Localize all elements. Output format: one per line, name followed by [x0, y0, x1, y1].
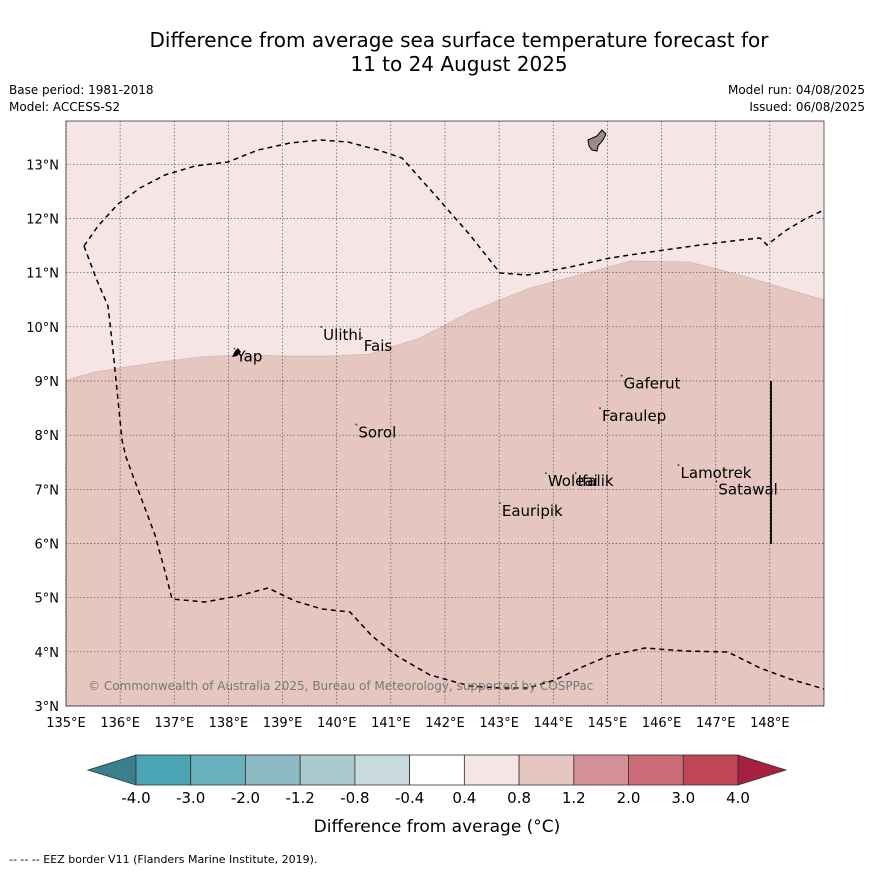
colorbar-bin	[354, 754, 411, 786]
island-marker	[677, 464, 680, 466]
lat-tick-label: 5°N	[35, 592, 60, 607]
colorbar-label: 1.2	[562, 789, 586, 807]
colorbar-extend-high	[737, 754, 788, 786]
lat-tick-label: 3°N	[35, 700, 60, 715]
island-marker	[544, 472, 547, 475]
colorbar-label: 0.4	[452, 789, 476, 807]
meta-right: Model run: 04/08/2025 Issued: 06/08/2025	[728, 82, 865, 116]
lat-tick-label: 4°N	[35, 646, 60, 661]
island-marker	[355, 423, 358, 426]
island-marker	[233, 347, 236, 350]
colorbar-label: 0.8	[507, 789, 531, 807]
colorbar-bin	[628, 754, 684, 786]
place-label-gaferut: Gaferut	[624, 375, 681, 393]
lat-tick-label: 11°N	[26, 267, 59, 282]
island-marker	[715, 480, 718, 483]
place-label-woleai: Woleai	[548, 472, 598, 490]
lat-tick-label: 10°N	[26, 321, 59, 336]
colorbar-bin	[190, 754, 246, 786]
place-label-yap: Yap	[236, 348, 263, 366]
colorbar-bin	[518, 754, 575, 786]
colorbar-bin	[299, 754, 356, 786]
island-marker	[360, 336, 363, 339]
place-label-fais: Fais	[364, 337, 393, 355]
colorbar-bin	[135, 754, 192, 786]
colorbar-title: Difference from average (°C)	[314, 817, 561, 837]
place-label-satawal: Satawal	[718, 480, 777, 498]
colorbar-label: -4.0	[121, 789, 150, 807]
lon-tick-label: 141°E	[371, 716, 411, 731]
colorbar-label: -3.0	[176, 789, 205, 807]
island-marker	[498, 502, 501, 504]
copyright-notice: © Commonwealth of Australia 2025, Bureau…	[88, 679, 593, 693]
longitude-tick-labels: 135°E 136°E 137°E 138°E 139°E 140°E 141°E 142°E…	[46, 716, 789, 731]
colorbar-label: 3.0	[671, 789, 695, 807]
title-line-1: Difference from average sea surface temp…	[149, 28, 769, 52]
lon-tick-label: 146°E	[642, 716, 682, 731]
lon-tick-label: 139°E	[263, 716, 303, 731]
colorbar-label: -0.8	[340, 789, 369, 807]
lon-tick-label: 142°E	[425, 716, 465, 731]
eez-border-north	[83, 139, 825, 276]
colorbar-bin	[573, 754, 629, 786]
colorbar-label: -1.2	[286, 789, 315, 807]
place-label-eauripik: Eauripik	[502, 502, 563, 520]
island-marker	[574, 472, 577, 475]
colorbar-label: 4.0	[726, 789, 750, 807]
colorbar	[86, 754, 788, 786]
map-frame	[65, 120, 825, 707]
colorbar-label: -0.4	[395, 789, 424, 807]
colorbar-extend-low	[86, 754, 137, 786]
lat-tick-label: 8°N	[35, 429, 60, 444]
colorbar-bin	[682, 754, 739, 786]
eez-legend-note: -- -- -- EEZ border V11 (Flanders Marine…	[9, 853, 318, 866]
island-marker	[620, 374, 623, 377]
island-marker	[599, 407, 601, 410]
title-line-2: 11 to 24 August 2025	[350, 52, 568, 76]
meta-left: Base period: 1981-2018 Model: ACCESS-S2	[9, 82, 154, 116]
lat-tick-label: 12°N	[26, 213, 59, 228]
colorbar-label: 2.0	[617, 789, 641, 807]
lat-tick-label: 9°N	[35, 375, 60, 390]
lon-tick-label: 148°E	[750, 716, 790, 731]
lat-tick-label: 6°N	[35, 538, 60, 553]
lon-tick-label: 143°E	[479, 716, 519, 731]
island-marker	[320, 326, 323, 328]
anomaly-0.8-1.2-region	[66, 260, 824, 706]
issued-date: Issued: 06/08/2025	[749, 100, 865, 114]
lon-tick-label: 137°E	[155, 716, 195, 731]
lat-tick-label: 7°N	[35, 483, 60, 498]
model-name: Model: ACCESS-S2	[9, 100, 121, 114]
lon-tick-label: 138°E	[209, 716, 249, 731]
base-period: Base period: 1981-2018	[9, 83, 154, 97]
guam-island	[587, 129, 607, 152]
lon-tick-label: 136°E	[100, 716, 140, 731]
place-label-ulithi: Ulithi	[323, 326, 362, 344]
lon-tick-label: 144°E	[534, 716, 574, 731]
colorbar-bin	[245, 754, 301, 786]
latitude-tick-labels: 13°N 12°N 11°N 10°N 9°N 8°N 7°N 6°N 5°N 4°N 3°N	[26, 158, 59, 715]
place-label-faraulep: Faraulep	[602, 407, 666, 425]
colorbar-bin	[409, 754, 465, 786]
model-run: Model run: 04/08/2025	[727, 83, 865, 97]
lon-tick-label: 140°E	[317, 716, 357, 731]
place-label-ifalik: Ifalik	[578, 472, 614, 490]
lat-tick-label: 13°N	[26, 158, 59, 173]
place-label-sorol: Sorol	[358, 423, 396, 441]
lon-tick-label: 147°E	[696, 716, 736, 731]
lon-tick-label: 135°E	[46, 716, 86, 731]
place-label-lamotrek: Lamotrek	[681, 464, 752, 482]
chart-title: Difference from average sea surface temp…	[0, 28, 873, 76]
colorbar-label: -2.0	[231, 789, 260, 807]
yap-island	[232, 348, 241, 357]
colorbar-bin	[463, 754, 520, 786]
eez-border-south	[83, 245, 825, 690]
colorbar-tick-labels: -4.0 -3.0 -2.0 -1.2 -0.8 -0.4 0.4 0.8 1.2 2.0 3.0 4…	[121, 789, 750, 807]
lon-tick-label: 145°E	[588, 716, 628, 731]
